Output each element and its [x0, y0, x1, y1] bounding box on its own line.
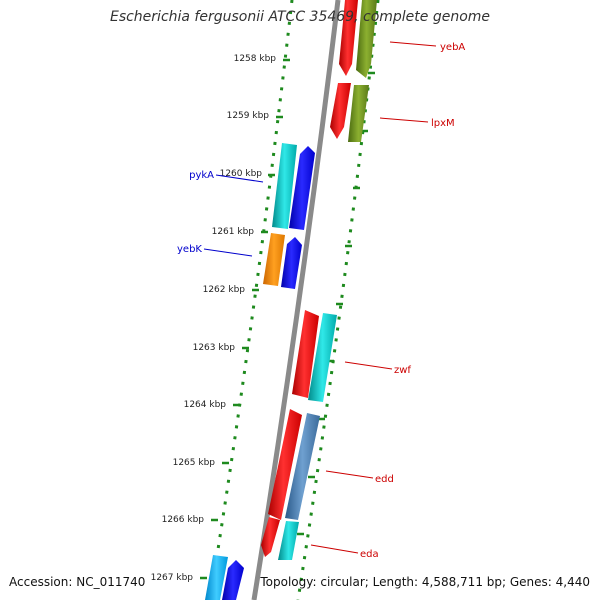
gene-arrow-cyan — [278, 521, 299, 560]
gene-arrow-red — [261, 517, 280, 557]
genome-backbone — [251, 0, 341, 600]
gene-arrow-red — [330, 83, 351, 139]
ruler-label: 1258 kbp — [234, 54, 277, 64]
gene-arrow-olive — [356, 0, 377, 78]
ruler-label: 1263 kbp — [193, 343, 236, 353]
leader-zwf — [344, 361, 393, 370]
gene-label-yebK: yebK — [177, 244, 202, 255]
genome-summary: Topology: circular; Length: 4,588,711 bp… — [260, 575, 590, 589]
gene-arrow-blue — [222, 560, 244, 600]
gene-arrow-cyan — [272, 143, 297, 229]
gene-arrow-olive — [348, 85, 369, 142]
gene-arrow-red — [339, 0, 358, 76]
gene-label-lpxM: lpxM — [431, 118, 455, 129]
gene-arrow-red — [268, 409, 302, 520]
gene-labels: yebA lpxM pykA yebK zwf edd eda — [177, 42, 465, 560]
ruler-ticks — [200, 58, 375, 580]
label-leaders — [203, 41, 437, 554]
gene-arrow-orange — [263, 233, 285, 286]
leader-yebK — [203, 248, 253, 257]
gene-arrow-steelblue — [285, 413, 320, 520]
gene-label-zwf: zwf — [394, 365, 411, 376]
ruler-label: 1265 kbp — [173, 458, 216, 468]
leader-pykA — [215, 174, 264, 183]
accession-label: Accession: NC_011740 — [9, 575, 146, 589]
ruler-labels: 1258 kbp 1259 kbp 1260 kbp 1261 kbp 1262… — [151, 54, 277, 583]
ruler-label: 1264 kbp — [184, 400, 227, 410]
gene-label-pykA: pykA — [189, 170, 214, 181]
gene-label-eda: eda — [360, 549, 379, 560]
gene-arrow-blue — [281, 237, 302, 289]
reverse-features — [205, 143, 315, 600]
gene-arrow-red — [292, 310, 319, 398]
forward-features — [261, 0, 377, 560]
ruler-label: 1259 kbp — [227, 111, 270, 121]
gene-label-edd: edd — [375, 474, 394, 485]
ruler-label: 1266 kbp — [162, 515, 205, 525]
leader-edd — [325, 470, 374, 479]
leader-yebA — [389, 41, 437, 47]
gene-arrow-blue — [289, 146, 315, 230]
leader-lpxM — [379, 117, 429, 123]
gene-arrow-skyblue — [205, 555, 228, 600]
ruler-label: 1267 kbp — [151, 573, 194, 583]
ruler-label: 1260 kbp — [220, 169, 263, 179]
ruler-label: 1262 kbp — [203, 285, 246, 295]
genome-title: Escherichia fergusonii ATCC 35469, compl… — [109, 9, 491, 25]
gene-arrow-cyan — [308, 313, 337, 402]
gene-label-yebA: yebA — [440, 42, 465, 53]
leader-eda — [310, 544, 359, 554]
ruler-label: 1261 kbp — [212, 227, 255, 237]
